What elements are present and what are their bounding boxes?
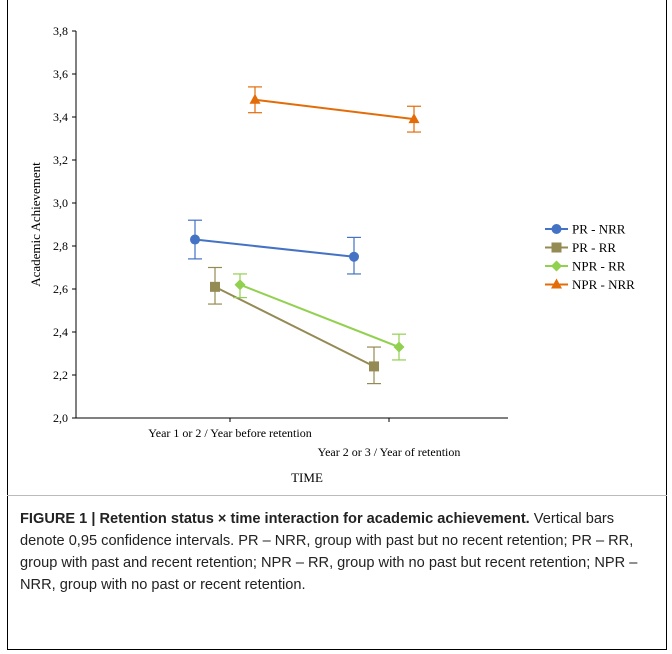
- x-axis-label: TIME: [291, 470, 323, 485]
- y-tick-label: 3,0: [53, 196, 68, 210]
- y-tick-label: 3,8: [53, 24, 68, 38]
- y-tick-label: 2,2: [53, 368, 68, 382]
- y-tick-label: 2,8: [53, 239, 68, 253]
- data-point: [234, 279, 246, 291]
- y-tick-label: 3,6: [53, 67, 68, 81]
- legend-label: PR - RR: [572, 240, 616, 255]
- x-tick-label: Year 2 or 3 / Year of retention: [318, 445, 461, 459]
- series-line: [214, 285, 375, 368]
- legend-marker: [551, 260, 562, 272]
- caption-body: Vertical bars denote 0,95 confidence int…: [20, 511, 638, 593]
- legend-label: NPR - RR: [572, 259, 626, 274]
- legend-label: PR - NRR: [572, 222, 626, 237]
- legend-marker: [551, 224, 562, 234]
- legend-label: NPR - NRR: [572, 277, 635, 292]
- y-tick-label: 2,4: [53, 325, 68, 339]
- data-point: [393, 341, 405, 353]
- chart: 2,0 2,2 2,4 2,6 2,8 3,0 3,2 3,4 3,6 3,8 Year 1 or …: [28, 24, 635, 485]
- data-point: [249, 93, 261, 104]
- y-tick-label: 2,0: [53, 411, 68, 425]
- data-point: [408, 113, 420, 124]
- caption-divider: [7, 495, 667, 496]
- series-line: [194, 238, 355, 258]
- caption-lead: FIGURE 1 | Retention status × time inter…: [20, 511, 530, 527]
- data-point: [369, 361, 379, 372]
- y-tick-label: 2,6: [53, 282, 68, 296]
- data-point: [210, 281, 220, 292]
- x-tick-label: Year 1 or 2 / Year before retention: [148, 426, 311, 440]
- figure-caption: FIGURE 1 | Retention status × time inter…: [20, 508, 648, 596]
- legend-marker: [551, 242, 562, 253]
- series-line: [254, 98, 415, 121]
- legend-marker: [551, 278, 562, 289]
- data-point: [349, 251, 359, 262]
- y-tick-label: 3,4: [53, 110, 68, 124]
- y-tick-label: 3,2: [53, 153, 68, 167]
- y-axis-label: Academic Achievement: [28, 162, 43, 287]
- data-point: [190, 234, 200, 245]
- figure-frame: [7, 0, 667, 650]
- series-line: [239, 283, 400, 348]
